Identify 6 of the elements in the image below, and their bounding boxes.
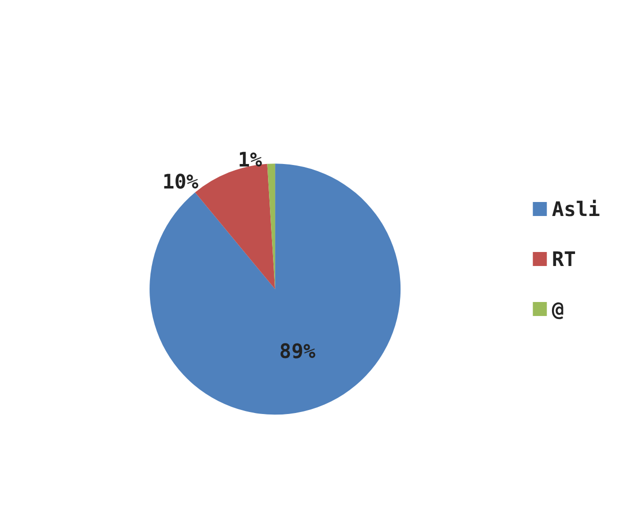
data-label: 10% xyxy=(162,170,198,194)
legend-label: Asli xyxy=(552,197,600,221)
legend-label: RT xyxy=(552,247,576,271)
data-label: 89% xyxy=(279,338,316,363)
legend-label: @ xyxy=(552,297,564,321)
data-label: 1% xyxy=(238,148,262,172)
